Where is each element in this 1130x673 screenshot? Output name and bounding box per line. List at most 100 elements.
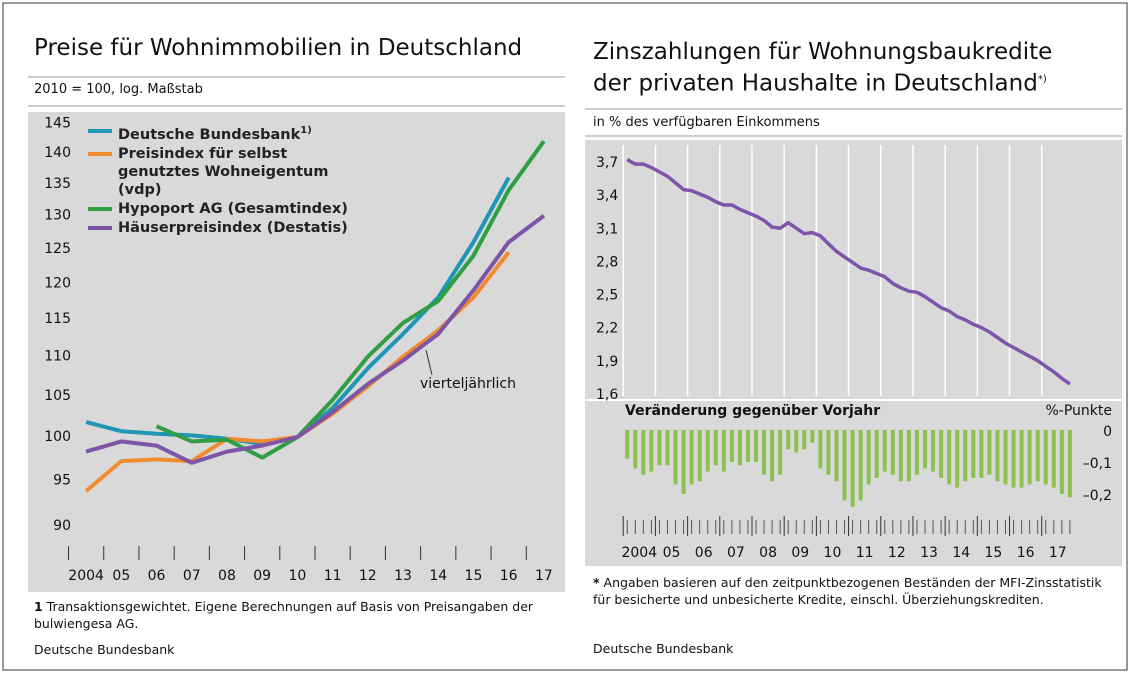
legend: Deutsche Bundesbank1) Preisindex für selb… bbox=[88, 122, 378, 238]
y-tick-label: –0,2 bbox=[1083, 488, 1112, 504]
bar bbox=[890, 430, 895, 475]
footnote-text: Angaben basieren auf den zeitpunktbezoge… bbox=[593, 575, 1102, 607]
y-tick-label: 130 bbox=[44, 208, 71, 224]
x-tick-label: 09 bbox=[253, 568, 271, 584]
legend-item: Häuserpreisindex (Destatis) bbox=[88, 219, 358, 237]
subtitle: in % des verfügbaren Einkommens bbox=[593, 115, 820, 130]
legend-label: Preisindex für selbst genutztes Wohneige… bbox=[118, 145, 329, 198]
bar bbox=[705, 430, 710, 472]
y-tick-label: 105 bbox=[44, 388, 71, 404]
bar bbox=[1067, 430, 1072, 498]
bar bbox=[721, 430, 726, 472]
bar bbox=[826, 430, 831, 475]
x-tick-label: 10 bbox=[288, 568, 306, 584]
x-tick-label: 13 bbox=[394, 568, 412, 584]
y-tick-label: 1,9 bbox=[596, 354, 618, 370]
bar bbox=[689, 430, 694, 485]
annotation: vierteljährlich bbox=[420, 376, 516, 392]
legend-note: 1) bbox=[300, 125, 312, 136]
bar bbox=[794, 430, 799, 453]
bar bbox=[979, 430, 984, 478]
bar bbox=[681, 430, 686, 494]
legend-swatch bbox=[88, 151, 112, 156]
x-tick-label: 12 bbox=[359, 568, 377, 584]
bar bbox=[842, 430, 847, 501]
y-tick-label: 2,2 bbox=[596, 321, 618, 337]
source: Deutsche Bundesbank bbox=[593, 641, 734, 656]
bar bbox=[625, 430, 630, 459]
x-tick-label: 06 bbox=[695, 545, 713, 561]
y-tick-label: 135 bbox=[44, 176, 71, 192]
bar bbox=[1003, 430, 1008, 485]
y-tick-label: 110 bbox=[44, 349, 71, 365]
legend-item: Preisindex für selbst genutztes Wohneige… bbox=[88, 145, 358, 199]
bar bbox=[1051, 430, 1056, 488]
legend-item: Hypoport AG (Gesamtindex) bbox=[88, 200, 358, 218]
bar bbox=[1035, 430, 1040, 482]
bar bbox=[834, 430, 839, 482]
bar bbox=[971, 430, 976, 478]
title: Zinszahlungen für Wohnungsbaukredite der… bbox=[593, 38, 1093, 98]
legend-label: Häuserpreisindex (Destatis) bbox=[118, 219, 348, 236]
x-tick-label: 07 bbox=[183, 568, 201, 584]
bar-title: Veränderung gegenüber Vorjahr bbox=[625, 403, 880, 419]
bar bbox=[713, 430, 718, 466]
legend-item: Deutsche Bundesbank1) bbox=[88, 122, 358, 144]
bar bbox=[729, 430, 734, 462]
bar bbox=[955, 430, 960, 488]
y-tick-label: 3,4 bbox=[596, 188, 618, 204]
x-tick-label: 10 bbox=[824, 545, 842, 561]
bar bbox=[657, 430, 662, 466]
y-tick-label: 115 bbox=[44, 311, 71, 327]
footnote-mark: * bbox=[593, 575, 600, 590]
x-tick-label: 11 bbox=[856, 545, 874, 561]
series-line bbox=[85, 214, 546, 465]
bar bbox=[697, 430, 702, 482]
bar bbox=[786, 430, 791, 450]
y-tick-label: 95 bbox=[53, 472, 71, 488]
bar bbox=[1059, 430, 1064, 494]
x-tick-label: 13 bbox=[920, 545, 938, 561]
bar bbox=[947, 430, 952, 485]
bar bbox=[995, 430, 1000, 482]
x-tick-label: 16 bbox=[500, 568, 518, 584]
bar bbox=[874, 430, 879, 478]
x-tick-label: 16 bbox=[1017, 545, 1035, 561]
bar bbox=[963, 430, 968, 482]
x-tick-label: 08 bbox=[218, 568, 236, 584]
bar bbox=[665, 430, 670, 466]
bar bbox=[1019, 430, 1024, 488]
bar bbox=[754, 430, 759, 462]
x-tick-label: 2004 bbox=[621, 545, 657, 561]
legend-label: Hypoport AG (Gesamtindex) bbox=[118, 200, 348, 217]
footnote: * Angaben basieren auf den zeitpunktbezo… bbox=[593, 574, 1118, 608]
bar bbox=[802, 430, 807, 450]
bar bbox=[649, 430, 654, 472]
bar bbox=[810, 430, 815, 443]
legend-swatch bbox=[88, 129, 112, 133]
annotation-pointer bbox=[425, 349, 433, 376]
x-tick-label: 17 bbox=[1049, 545, 1067, 561]
footnote-text: Transaktionsgewichtet. Eigene Berechnung… bbox=[34, 599, 534, 631]
series-line bbox=[155, 140, 546, 460]
y-tick-label: 2,5 bbox=[596, 288, 618, 304]
x-tick-label: 14 bbox=[952, 545, 970, 561]
bar bbox=[858, 430, 863, 501]
bar bbox=[866, 430, 871, 485]
x-tick-label: 15 bbox=[985, 545, 1003, 561]
bar bbox=[939, 430, 944, 478]
bar bbox=[778, 430, 783, 475]
x-tick-label: 15 bbox=[465, 568, 483, 584]
bar bbox=[770, 430, 775, 482]
legend-swatch bbox=[88, 225, 112, 230]
subtitle: 2010 = 100, log. Maßstab bbox=[34, 82, 203, 97]
bar bbox=[641, 430, 646, 475]
y-tick-label: 1,6 bbox=[596, 387, 618, 403]
bar bbox=[906, 430, 911, 482]
y-tick-label: –0,1 bbox=[1083, 456, 1112, 472]
y-tick-label: 120 bbox=[44, 275, 71, 291]
x-tick-label: 09 bbox=[791, 545, 809, 561]
bar bbox=[1011, 430, 1016, 488]
legend-swatch bbox=[88, 206, 112, 211]
